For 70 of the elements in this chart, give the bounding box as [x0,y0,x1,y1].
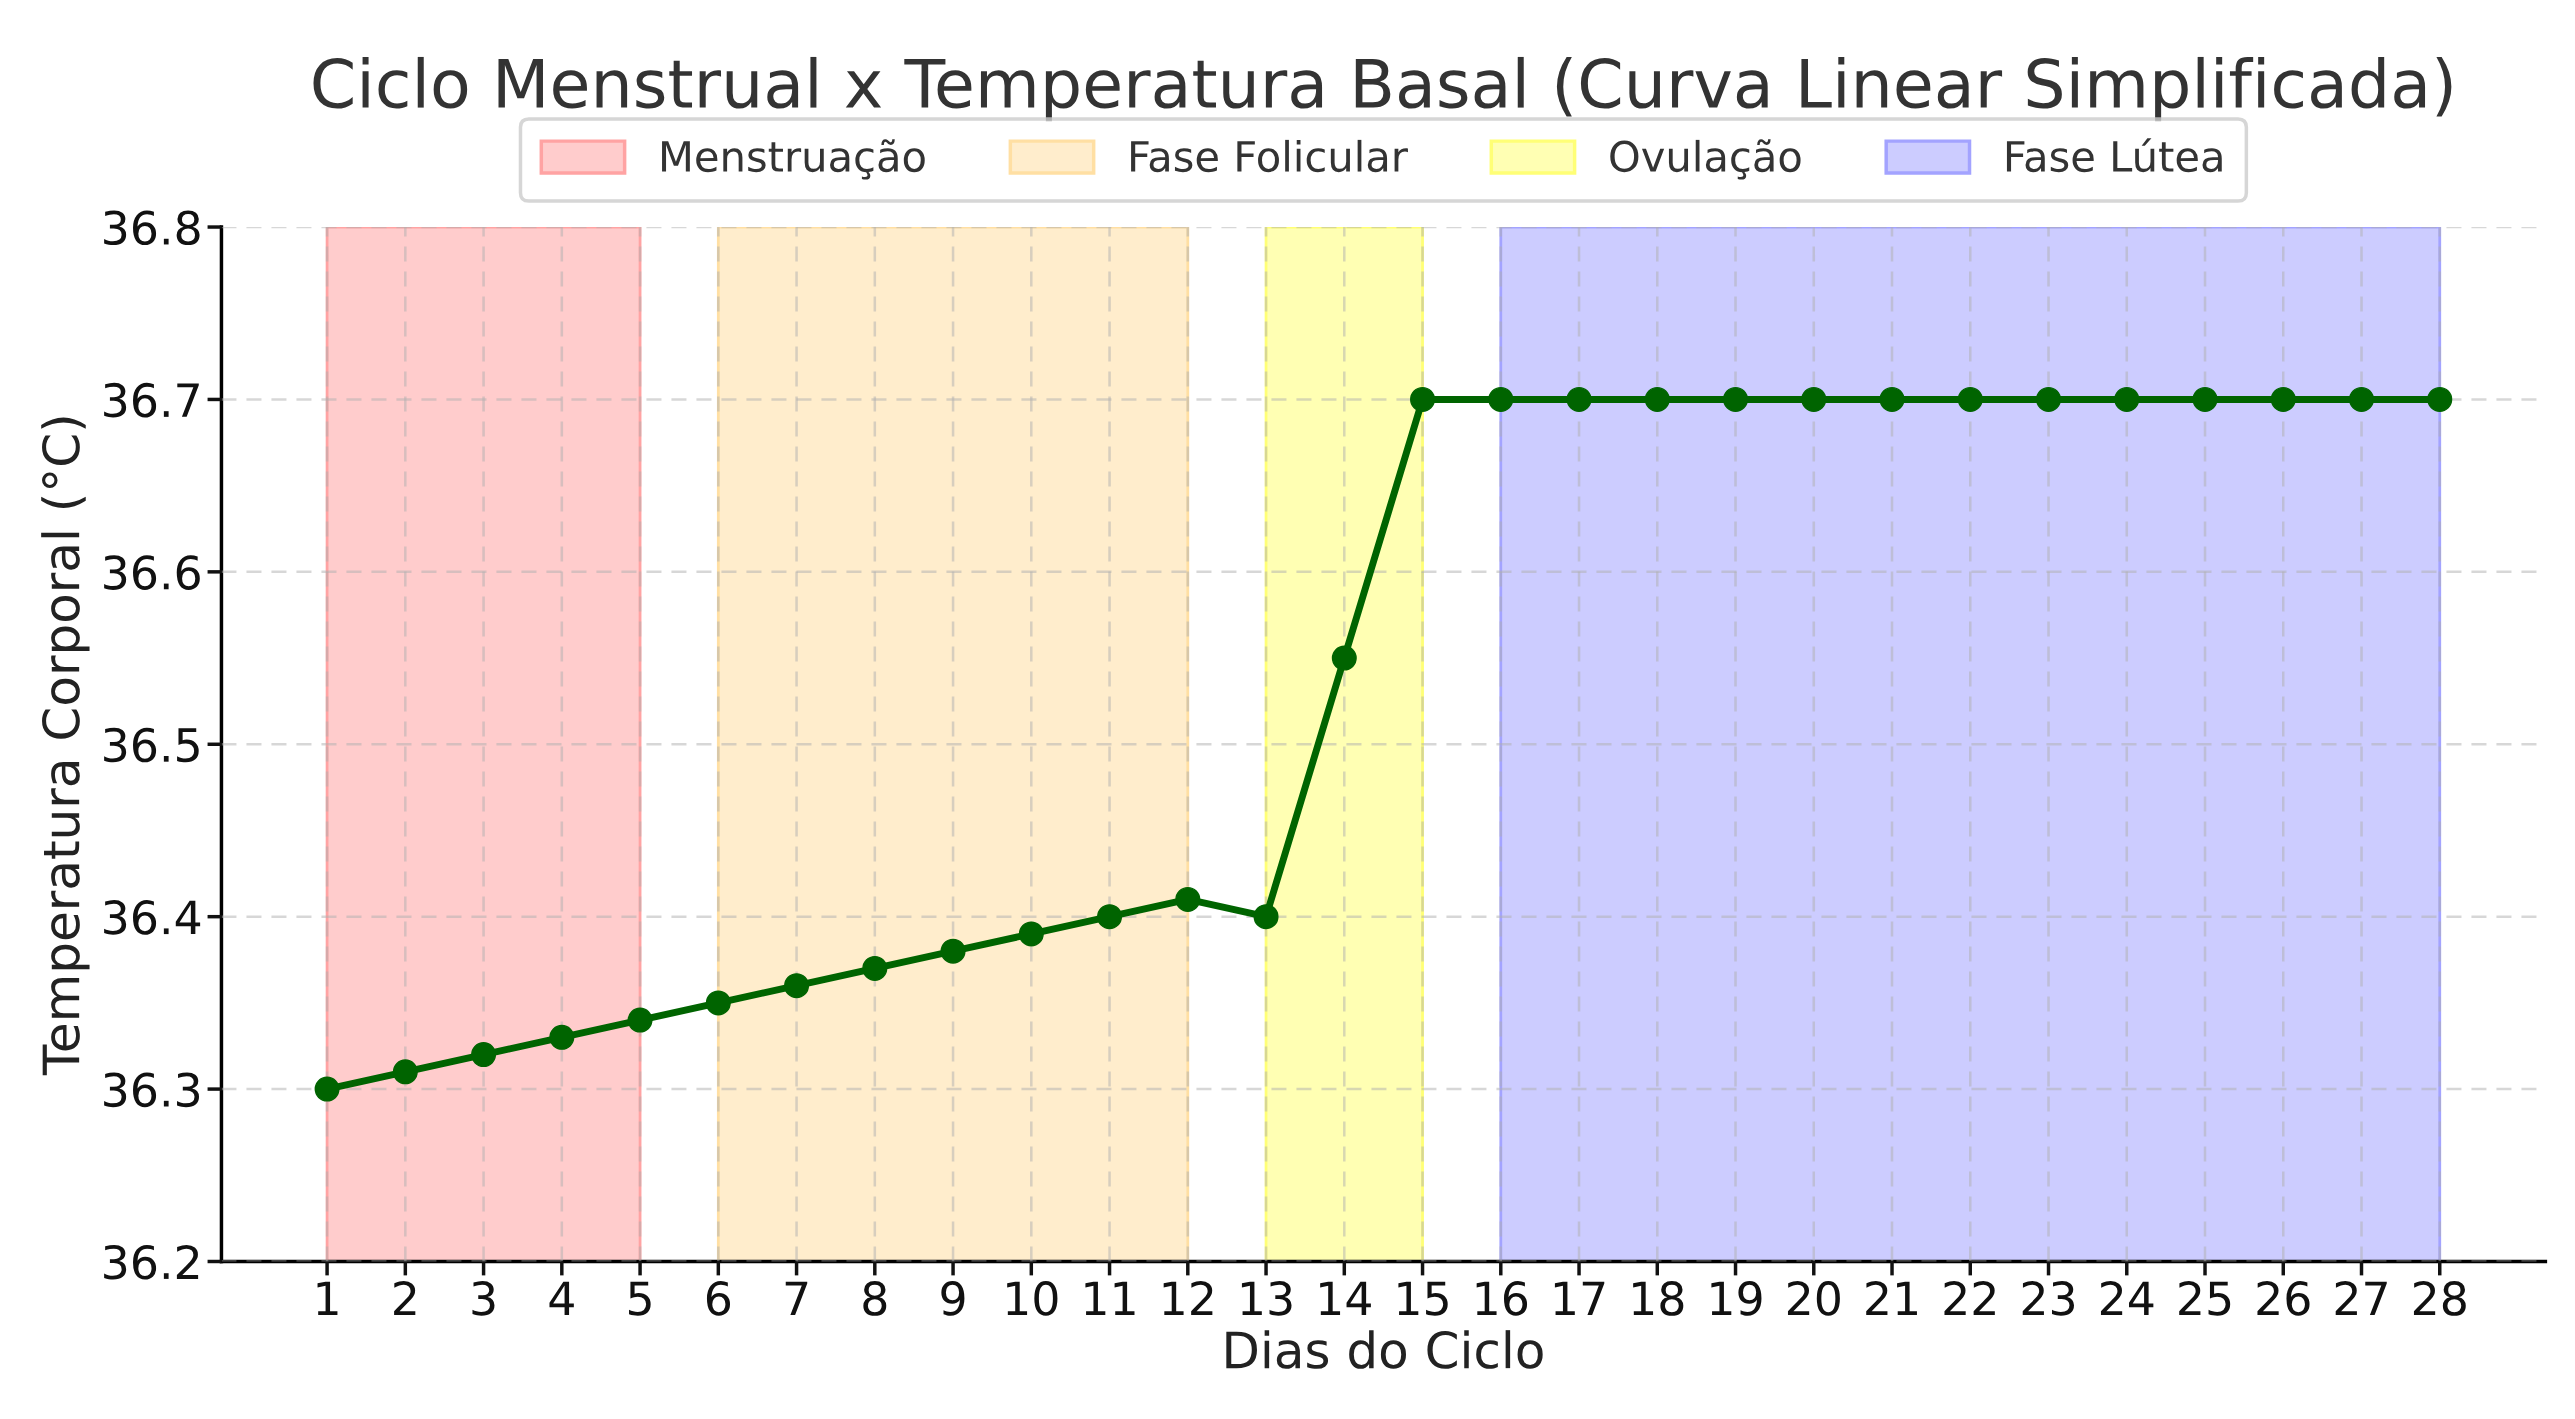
legend-label: Fase Lútea [2006,138,2222,173]
legend-label: Ovulação [1610,139,1801,180]
x-tick-label: 8 [863,1281,887,1316]
x-tick-label: 15 [1398,1281,1448,1316]
x-tick-label: 3 [472,1281,495,1316]
point [2349,386,2375,412]
x-tick-label: 7 [785,1281,808,1316]
x-axis-title: Dias do Ciclo [1226,1330,1543,1369]
point [314,1076,340,1102]
y-tick-label: 36.5 [104,727,199,763]
point [1410,386,1436,412]
x-tick-label: 25 [2179,1281,2231,1316]
point [1879,386,1905,412]
x-tick-label: 1 [317,1281,338,1316]
point [1018,921,1044,947]
x-tick-label: 11 [1085,1281,1135,1316]
point [1801,386,1827,412]
point [627,1007,653,1033]
point [705,990,731,1016]
y-tick-label: 36.3 [104,1072,200,1108]
x-tick-label: 13 [1241,1281,1292,1316]
x-tick-label: 26 [2257,1281,2310,1316]
point [1331,645,1357,671]
point [2192,386,2218,412]
point [2114,386,2140,412]
point [471,1042,497,1068]
x-tick-label: 10 [1007,1281,1058,1316]
point [1723,386,1749,412]
x-tick-label: 6 [706,1281,731,1316]
y-tick-label: 36.6 [104,555,200,590]
point [549,1024,575,1050]
point [1253,904,1279,930]
point [1566,386,1592,412]
x-tick-label: 18 [1633,1281,1684,1316]
x-tick-label: 12 [1163,1281,1213,1316]
x-tick-label: 17 [1554,1281,1605,1316]
legend-label: Menstruação [662,139,925,180]
point [2427,386,2453,412]
x-tick-label: 28 [2413,1281,2466,1316]
y-tick-label: 36.4 [104,900,201,935]
x-tick-label: 22 [1944,1281,1995,1316]
y-axis-title: Temperatura Corporal (°C) [41,417,90,1076]
point [2270,386,2296,412]
chart-title: Ciclo Menstrual x Temperatura Basal (Curva Linear Simplificada) [313,56,2452,122]
x-tick-label: 20 [1787,1281,1840,1316]
point [862,955,888,981]
x-tick-label: 14 [1320,1281,1371,1316]
point [1957,386,1983,412]
x-tick-label: 24 [2100,1281,2154,1316]
x-tick-label: 21 [1866,1281,1917,1316]
x-tick-label: 9 [941,1281,965,1316]
x-tick-label: 4 [549,1281,574,1316]
x-tick-label: 19 [1711,1281,1762,1316]
y-tick-label: 36.8 [104,210,200,246]
point [2036,386,2062,412]
x-tick-label: 2 [394,1281,416,1316]
point [1488,386,1514,412]
point [1644,386,1670,412]
y-tick-label: 36.2 [104,1244,199,1280]
legend-label: Fase Folicular [1131,139,1408,173]
point [1175,886,1201,912]
y-tick-label: 36.7 [104,382,199,418]
point [784,973,810,999]
point [1097,904,1123,930]
point [392,1059,418,1085]
x-tick-label: 5 [629,1281,651,1316]
x-tick-label: 27 [2335,1281,2387,1316]
x-tick-label: 23 [2022,1281,2075,1316]
point [940,938,966,964]
x-tick-label: 16 [1476,1281,1528,1316]
